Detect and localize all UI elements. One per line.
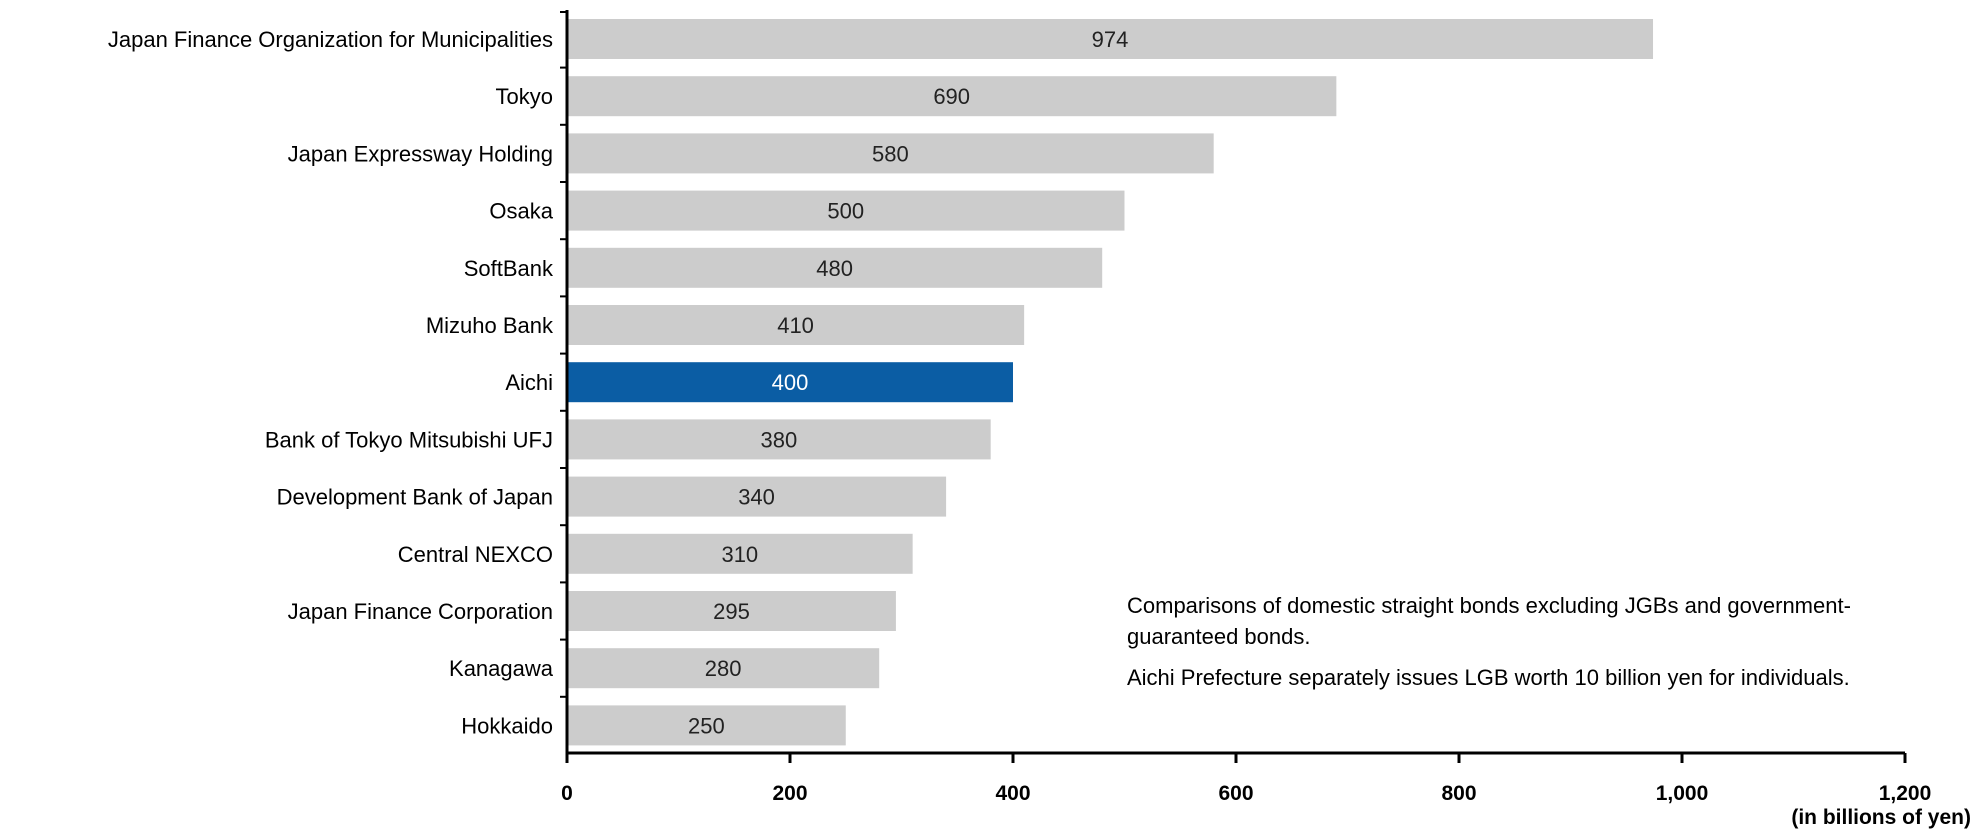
bar-japan-expressway-holding bbox=[567, 133, 1214, 174]
bar-hokkaido bbox=[567, 705, 846, 746]
category-label-aichi: Aichi bbox=[505, 370, 553, 395]
category-label-development-bank-of-japan: Development Bank of Japan bbox=[277, 485, 553, 510]
x-tick-label: 600 bbox=[1218, 782, 1253, 805]
bar-aichi bbox=[567, 362, 1013, 403]
bar-softbank bbox=[567, 247, 1103, 288]
bar-tokyo bbox=[567, 76, 1337, 117]
value-label-central-nexco: 310 bbox=[721, 542, 758, 567]
bar-kanagawa bbox=[567, 648, 880, 689]
bar-japan-finance-organization-for-municipalities bbox=[567, 19, 1654, 59]
category-label-mizuho-bank: Mizuho Bank bbox=[426, 313, 554, 338]
value-label-tokyo: 690 bbox=[933, 84, 970, 109]
x-tick-label: 800 bbox=[1441, 782, 1476, 805]
category-label-hokkaido: Hokkaido bbox=[461, 713, 553, 738]
value-label-bank-of-tokyo-mitsubishi-ufj: 380 bbox=[760, 427, 797, 452]
x-tick-label: 1,000 bbox=[1656, 782, 1709, 805]
value-label-osaka: 500 bbox=[827, 199, 864, 224]
x-tick-label: 1,200 bbox=[1879, 782, 1932, 805]
bar-central-nexco bbox=[567, 533, 913, 574]
value-label-japan-expressway-holding: 580 bbox=[872, 141, 909, 166]
value-label-mizuho-bank: 410 bbox=[777, 313, 814, 338]
category-label-central-nexco: Central NEXCO bbox=[398, 542, 553, 567]
value-label-aichi: 400 bbox=[772, 370, 809, 395]
bar-development-bank-of-japan bbox=[567, 476, 947, 517]
bar-osaka bbox=[567, 190, 1125, 231]
x-tick-label: 400 bbox=[995, 782, 1030, 805]
category-label-osaka: Osaka bbox=[489, 199, 553, 224]
value-label-development-bank-of-japan: 340 bbox=[738, 485, 775, 510]
value-label-japan-finance-organization-for-municipalities: 974 bbox=[1092, 27, 1129, 52]
value-labels-group: 974 690 580 500 480 410 400 380 340 310 295 280 250 bbox=[688, 27, 1128, 738]
value-label-softbank: 480 bbox=[816, 256, 853, 281]
bar-bank-of-tokyo-mitsubishi-ufj bbox=[567, 419, 991, 460]
value-label-hokkaido: 250 bbox=[688, 713, 725, 738]
category-label-softbank: SoftBank bbox=[464, 256, 554, 281]
x-tick-label: 200 bbox=[772, 782, 807, 805]
bars-group bbox=[567, 19, 1654, 746]
x-tick-label: 0 bbox=[561, 782, 573, 805]
chart-notes: Comparisons of domestic straight bonds e… bbox=[1127, 590, 1887, 703]
category-label-japan-finance-corporation: Japan Finance Corporation bbox=[288, 599, 553, 624]
x-axis-unit-label: (in billions of yen) bbox=[1791, 806, 1971, 829]
axes-group: 0 200 400 600 800 1,000 1,200 bbox=[560, 10, 1931, 805]
note-2: Aichi Prefecture separately issues LGB w… bbox=[1127, 665, 1850, 690]
value-label-japan-finance-corporation: 295 bbox=[713, 599, 750, 624]
category-labels-group: Japan Finance Organization for Municipal… bbox=[108, 27, 554, 738]
category-label-bank-of-tokyo-mitsubishi-ufj: Bank of Tokyo Mitsubishi UFJ bbox=[265, 427, 553, 452]
value-label-kanagawa: 280 bbox=[705, 656, 742, 681]
bar-mizuho-bank bbox=[567, 305, 1025, 345]
note-1: Comparisons of domestic straight bonds e… bbox=[1127, 593, 1851, 649]
category-label-tokyo: Tokyo bbox=[496, 84, 553, 109]
category-label-kanagawa: Kanagawa bbox=[449, 656, 554, 681]
category-label-japan-finance-organization-for-municipalities: Japan Finance Organization for Municipal… bbox=[108, 27, 553, 52]
category-label-japan-expressway-holding: Japan Expressway Holding bbox=[288, 141, 553, 166]
bar-japan-finance-corporation bbox=[567, 591, 896, 631]
